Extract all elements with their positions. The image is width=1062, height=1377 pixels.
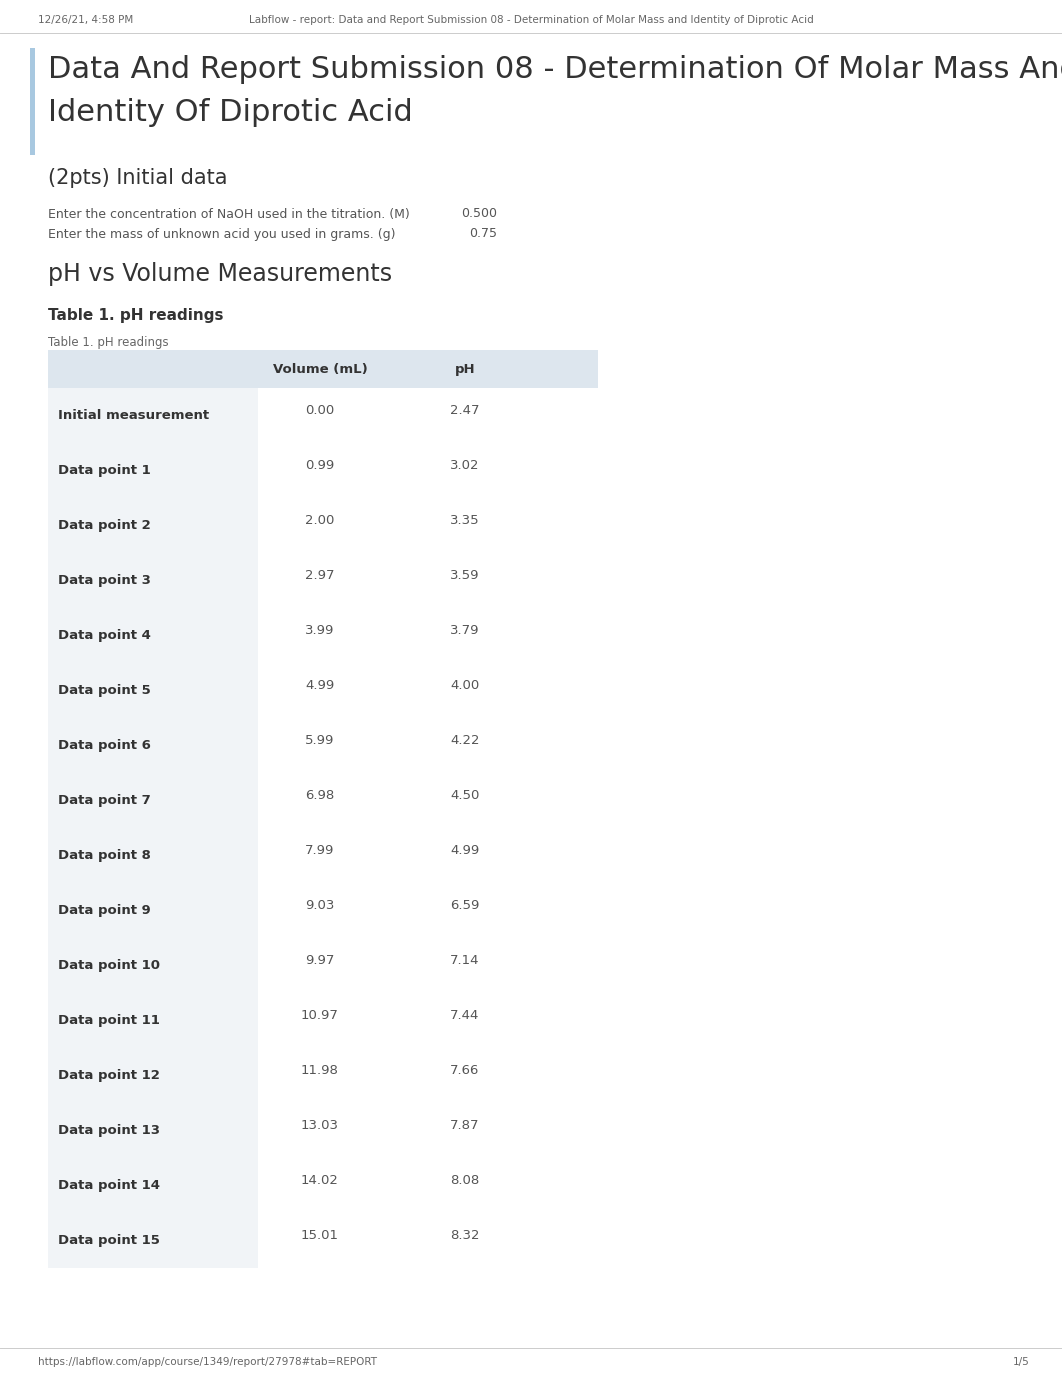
Bar [48,993,258,1048]
Text: 4.00: 4.00 [450,679,480,693]
Text: Labflow - report: Data and Report Submission 08 - Determination of Molar Mass an: Labflow - report: Data and Report Submis… [249,15,813,25]
Bar [48,609,258,662]
Bar [48,554,258,609]
Bar [48,1213,258,1268]
Bar [48,1158,258,1213]
Text: Data point 11: Data point 11 [58,1013,160,1027]
Bar [30,48,35,156]
Text: 14.02: 14.02 [301,1175,339,1187]
Text: 4.22: 4.22 [450,734,480,746]
Text: 3.35: 3.35 [450,514,480,527]
Text: 3.02: 3.02 [450,459,480,472]
Text: 3.99: 3.99 [305,624,335,638]
Text: 2.97: 2.97 [305,569,335,582]
Text: 7.99: 7.99 [305,844,335,856]
Text: 15.01: 15.01 [301,1230,339,1242]
Text: Volume (mL): Volume (mL) [273,362,367,376]
Text: Data And Report Submission 08 - Determination Of Molar Mass And: Data And Report Submission 08 - Determin… [48,55,1062,84]
Text: Data point 3: Data point 3 [58,574,151,587]
Text: 8.08: 8.08 [450,1175,480,1187]
Text: Enter the concentration of NaOH used in the titration. (M): Enter the concentration of NaOH used in … [48,208,410,220]
Bar [48,443,258,498]
Text: Enter the mass of unknown acid you used in grams. (g): Enter the mass of unknown acid you used … [48,229,395,241]
Text: Data point 4: Data point 4 [58,629,151,642]
Text: 5.99: 5.99 [305,734,335,746]
Text: 6.59: 6.59 [450,899,480,912]
Text: https://labflow.com/app/course/1349/report/27978#tab=REPORT: https://labflow.com/app/course/1349/repo… [38,1356,377,1367]
Text: 7.14: 7.14 [450,954,480,967]
Text: 11.98: 11.98 [301,1064,339,1077]
Bar [48,662,258,717]
Text: Data point 6: Data point 6 [58,739,151,752]
Text: Data point 10: Data point 10 [58,958,160,972]
Bar [48,938,258,993]
Text: Initial measurement: Initial measurement [58,409,209,421]
Bar [48,1103,258,1158]
Bar [48,498,258,554]
Text: (2pts) Initial data: (2pts) Initial data [48,168,227,189]
Text: 1/5: 1/5 [1013,1356,1030,1367]
Text: Data point 5: Data point 5 [58,684,151,697]
Bar [48,388,258,443]
Text: Data point 13: Data point 13 [58,1124,160,1137]
Text: 4.50: 4.50 [450,789,480,801]
Text: pH: pH [455,362,476,376]
Bar [48,350,598,388]
Text: Data point 7: Data point 7 [58,795,151,807]
Text: Table 1. pH readings: Table 1. pH readings [48,308,223,324]
Text: 13.03: 13.03 [301,1120,339,1132]
Bar [48,1048,258,1103]
Text: Data point 9: Data point 9 [58,903,151,917]
Text: 3.79: 3.79 [450,624,480,638]
Text: 12/26/21, 4:58 PM: 12/26/21, 4:58 PM [38,15,133,25]
Text: Data point 15: Data point 15 [58,1234,160,1248]
Text: pH vs Volume Measurements: pH vs Volume Measurements [48,262,392,286]
Text: 8.32: 8.32 [450,1230,480,1242]
Text: 4.99: 4.99 [450,844,480,856]
Bar [48,717,258,772]
Text: Data point 12: Data point 12 [58,1069,160,1082]
Text: 10.97: 10.97 [301,1009,339,1022]
Text: 7.66: 7.66 [450,1064,480,1077]
Bar [48,883,258,938]
Text: 2.00: 2.00 [305,514,335,527]
Text: 9.97: 9.97 [305,954,335,967]
Text: 0.75: 0.75 [469,227,497,240]
Text: Identity Of Diprotic Acid: Identity Of Diprotic Acid [48,98,413,127]
Text: 0.500: 0.500 [461,207,497,220]
Text: 3.59: 3.59 [450,569,480,582]
Text: Data point 8: Data point 8 [58,850,151,862]
Text: Data point 14: Data point 14 [58,1179,160,1192]
Bar [48,772,258,828]
Text: Data point 2: Data point 2 [58,519,151,532]
Bar [48,828,258,883]
Text: 9.03: 9.03 [305,899,335,912]
Text: Table 1. pH readings: Table 1. pH readings [48,336,169,348]
Text: 0.99: 0.99 [306,459,335,472]
Text: 4.99: 4.99 [306,679,335,693]
Text: 0.00: 0.00 [306,403,335,417]
Text: 7.44: 7.44 [450,1009,480,1022]
Text: 7.87: 7.87 [450,1120,480,1132]
Text: Data point 1: Data point 1 [58,464,151,476]
Text: 2.47: 2.47 [450,403,480,417]
Text: 6.98: 6.98 [306,789,335,801]
